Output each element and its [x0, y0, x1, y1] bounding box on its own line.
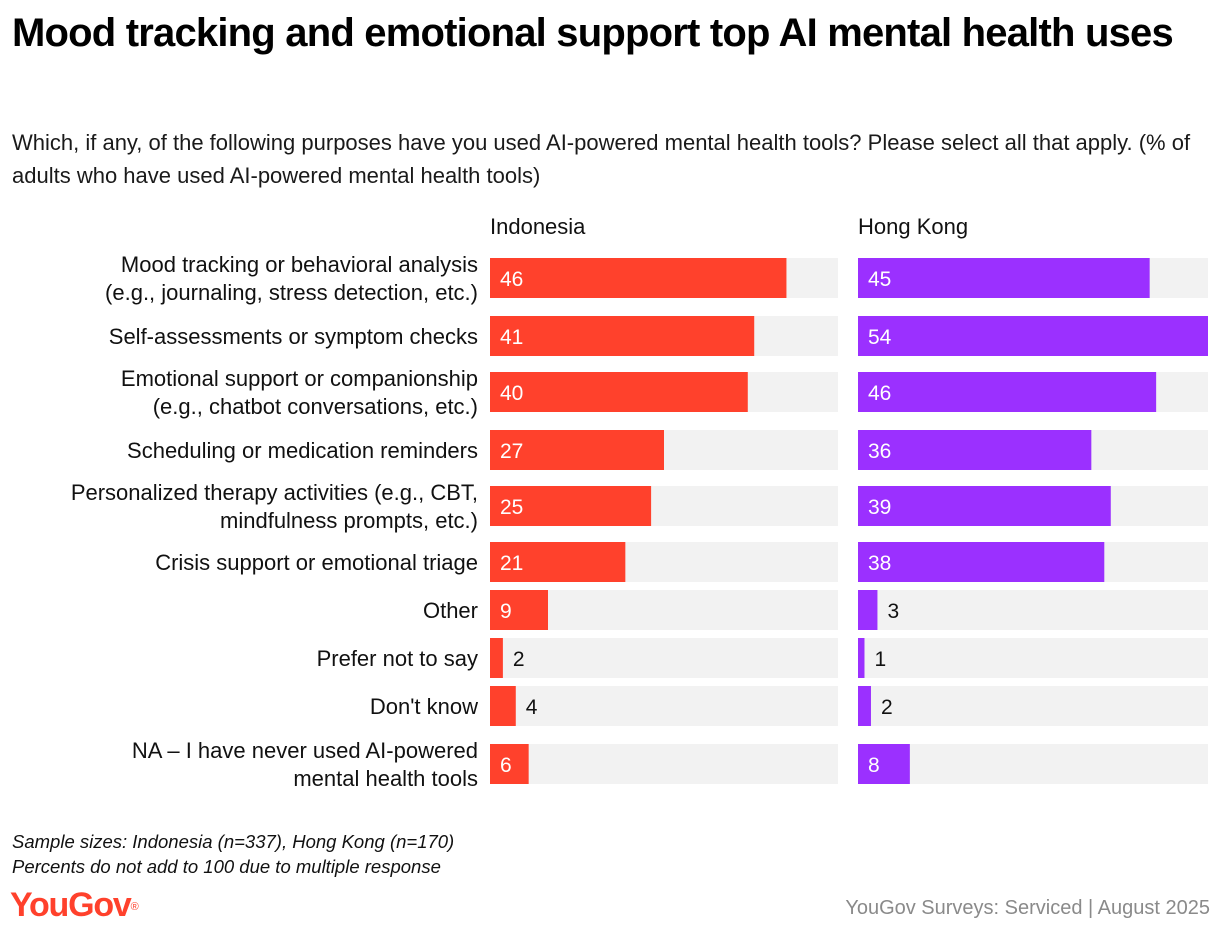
value-label-hong-kong: 1 — [874, 648, 886, 671]
category-label: Mood tracking or behavioral analysis (e.g… — [105, 252, 478, 305]
category-label: Self-assessments or symptom checks — [109, 324, 478, 349]
value-label-hong-kong: 8 — [868, 754, 880, 777]
bar-hong-kong — [858, 590, 878, 630]
bar-track — [858, 744, 1208, 784]
category-label-line: Emotional support or companionship — [121, 366, 478, 391]
bar-hong-kong — [858, 686, 871, 726]
category-label-line: Personalized therapy activities (e.g., C… — [71, 480, 478, 505]
value-label-indonesia: 4 — [526, 696, 538, 719]
value-label-indonesia: 2 — [513, 648, 525, 671]
category-label: NA – I have never used AI-powered mental … — [132, 738, 478, 791]
category-label-line: Scheduling or medication reminders — [127, 438, 478, 463]
bar-indonesia — [490, 258, 787, 298]
category-label: Emotional support or companionship (e.g.,… — [121, 366, 478, 419]
bar-hong-kong — [858, 430, 1092, 470]
footnote-sample-sizes: Sample sizes: Indonesia (n=337), Hong Ko… — [12, 831, 455, 852]
category-label-line: Self-assessments or symptom checks — [109, 324, 478, 349]
value-label-indonesia: 25 — [500, 496, 523, 519]
grouped-bar-chart: Indonesia Hong Kong Mood tracking or behav… — [71, 214, 1208, 791]
bar-indonesia — [490, 590, 548, 630]
category-label: Crisis support or emotional triage — [155, 550, 478, 575]
value-label-hong-kong: 3 — [887, 600, 899, 623]
bar-hong-kong — [858, 638, 865, 678]
category-label: Don't know — [370, 694, 478, 719]
value-label-hong-kong: 2 — [881, 696, 893, 719]
bar-track — [858, 638, 1208, 678]
bar-hong-kong — [858, 372, 1157, 412]
bar-track — [858, 590, 1208, 630]
bar-track — [490, 686, 838, 726]
bar-hong-kong — [858, 744, 910, 784]
category-label-line: (e.g., journaling, stress detection, etc… — [105, 280, 478, 305]
value-label-hong-kong: 46 — [868, 382, 891, 405]
value-label-hong-kong: 38 — [868, 552, 891, 575]
category-label-line: Don't know — [370, 694, 478, 719]
bar-indonesia — [490, 542, 626, 582]
category-label-line: Mood tracking or behavioral analysis — [121, 252, 478, 277]
category-label-line: Crisis support or emotional triage — [155, 550, 478, 575]
bar-indonesia — [490, 638, 503, 678]
bar-indonesia — [490, 316, 755, 356]
category-label: Prefer not to say — [317, 646, 478, 671]
category-label: Other — [423, 598, 478, 623]
value-label-indonesia: 21 — [500, 552, 523, 575]
value-label-hong-kong: 45 — [868, 268, 891, 291]
logo-text: YouGov — [10, 886, 132, 924]
category-label: Personalized therapy activities (e.g., C… — [71, 480, 478, 533]
value-label-indonesia: 6 — [500, 754, 512, 777]
panel-header-hong-kong: Hong Kong — [858, 214, 968, 239]
bar-indonesia — [490, 744, 529, 784]
bar-hong-kong — [858, 486, 1111, 526]
chart-title: Mood tracking and emotional support top … — [12, 11, 1174, 55]
bar-indonesia — [490, 486, 652, 526]
bar-hong-kong — [858, 258, 1150, 298]
footnote: Sample sizes: Indonesia (n=337), Hong Ko… — [12, 829, 454, 879]
category-label: Scheduling or medication reminders — [127, 438, 478, 463]
bar-track — [490, 638, 838, 678]
bar-indonesia — [490, 686, 516, 726]
bar-track — [858, 686, 1208, 726]
category-label-line: NA – I have never used AI-powered — [132, 738, 478, 763]
value-label-indonesia: 40 — [500, 382, 523, 405]
category-label-line: Prefer not to say — [317, 646, 478, 671]
bar-indonesia — [490, 372, 748, 412]
category-label-line: mindfulness prompts, etc.) — [220, 508, 478, 533]
registered-mark: ® — [130, 901, 139, 913]
category-label-line: mental health tools — [293, 766, 478, 791]
value-label-indonesia: 46 — [500, 268, 523, 291]
value-label-indonesia: 27 — [500, 440, 523, 463]
value-label-hong-kong: 54 — [868, 326, 892, 349]
value-label-indonesia: 9 — [500, 600, 512, 623]
yougov-logo: YouGov® — [10, 885, 139, 925]
value-label-hong-kong: 39 — [868, 496, 891, 519]
category-label-line: Other — [423, 598, 478, 623]
value-label-indonesia: 41 — [500, 326, 523, 349]
value-label-hong-kong: 36 — [868, 440, 891, 463]
bar-indonesia — [490, 430, 664, 470]
panel-header-indonesia: Indonesia — [490, 214, 586, 239]
bar-track — [490, 744, 838, 784]
category-label-line: (e.g., chatbot conversations, etc.) — [153, 394, 478, 419]
bar-hong-kong — [858, 316, 1208, 356]
source-credit: YouGov Surveys: Serviced | August 2025 — [845, 897, 1210, 919]
bar-hong-kong — [858, 542, 1105, 582]
footnote-multiple-response: Percents do not add to 100 due to multip… — [12, 856, 441, 877]
chart-subtitle: Which, if any, of the following purposes… — [12, 130, 1191, 188]
